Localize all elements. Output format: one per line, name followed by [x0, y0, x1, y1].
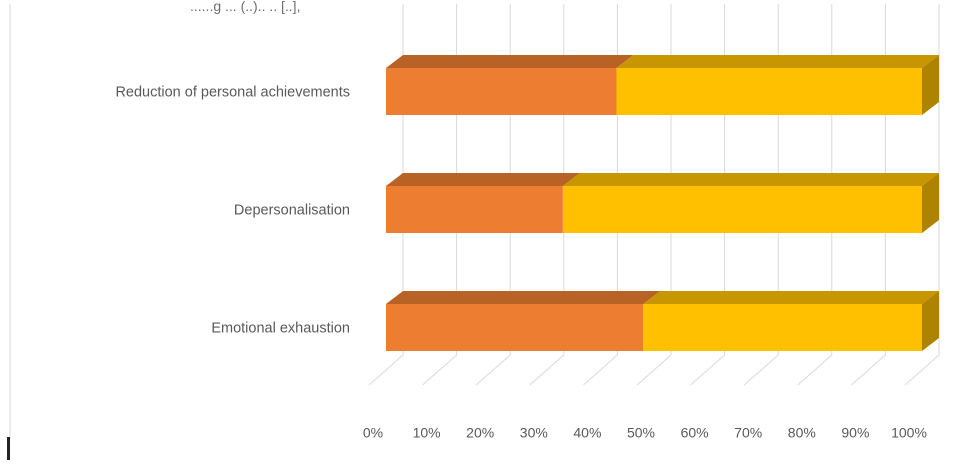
- header-fragment: ......g ... (..).. .. [..],: [190, 0, 300, 14]
- text-cursor: [7, 437, 10, 460]
- bar-segment-series-1: [386, 186, 563, 233]
- x-axis-ticks: 0% 10% 20% 30% 40% 50% 60% 70% 80% 90% 100%: [363, 425, 927, 441]
- bar-side-face: [922, 55, 939, 115]
- category-label: Reduction of personal achievements: [115, 84, 350, 100]
- floor-line: [422, 354, 457, 386]
- bar-segment-series-1: [386, 68, 617, 115]
- bar-segment-series-1: [386, 304, 644, 351]
- bar-top-face: [386, 173, 580, 186]
- floor-line: [851, 354, 886, 386]
- category-label: Depersonalisation: [234, 202, 350, 218]
- bar-top-face: [386, 55, 634, 68]
- bar-top-face: [643, 291, 939, 304]
- x-tick-label: 10%: [413, 425, 441, 441]
- bar-segment-series-2: [643, 304, 922, 351]
- bar-side-face: [922, 291, 939, 351]
- bar-top-face: [562, 173, 939, 186]
- bar-segment-series-2: [562, 186, 922, 233]
- x-tick-label: 70%: [734, 425, 762, 441]
- x-tick-label: 0%: [363, 425, 383, 441]
- floor-line: [690, 354, 725, 386]
- x-tick-label: 40%: [573, 425, 601, 441]
- bar-top-face: [386, 291, 661, 304]
- x-tick-label: 80%: [788, 425, 816, 441]
- bar-top-face: [616, 55, 939, 68]
- floor-line: [583, 354, 618, 386]
- bars: [386, 55, 939, 351]
- floor-line: [636, 354, 672, 386]
- floor-line: [904, 354, 940, 386]
- floor-line: [743, 354, 779, 386]
- x-tick-label: 20%: [466, 425, 494, 441]
- category-labels: Reduction of personal achievements Depers…: [115, 84, 350, 336]
- chart-floor: [368, 354, 940, 386]
- x-tick-label: 60%: [681, 425, 709, 441]
- x-tick-label: 100%: [891, 425, 927, 441]
- bar-side-face: [922, 173, 939, 233]
- floor-line: [368, 354, 404, 386]
- bar-segment-series-2: [616, 68, 922, 115]
- x-tick-label: 30%: [520, 425, 548, 441]
- floor-line: [475, 354, 511, 386]
- floor-line: [529, 354, 565, 386]
- x-tick-label: 90%: [841, 425, 869, 441]
- floor-line: [797, 354, 833, 386]
- x-tick-label: 50%: [627, 425, 655, 441]
- category-label: Emotional exhaustion: [211, 320, 350, 336]
